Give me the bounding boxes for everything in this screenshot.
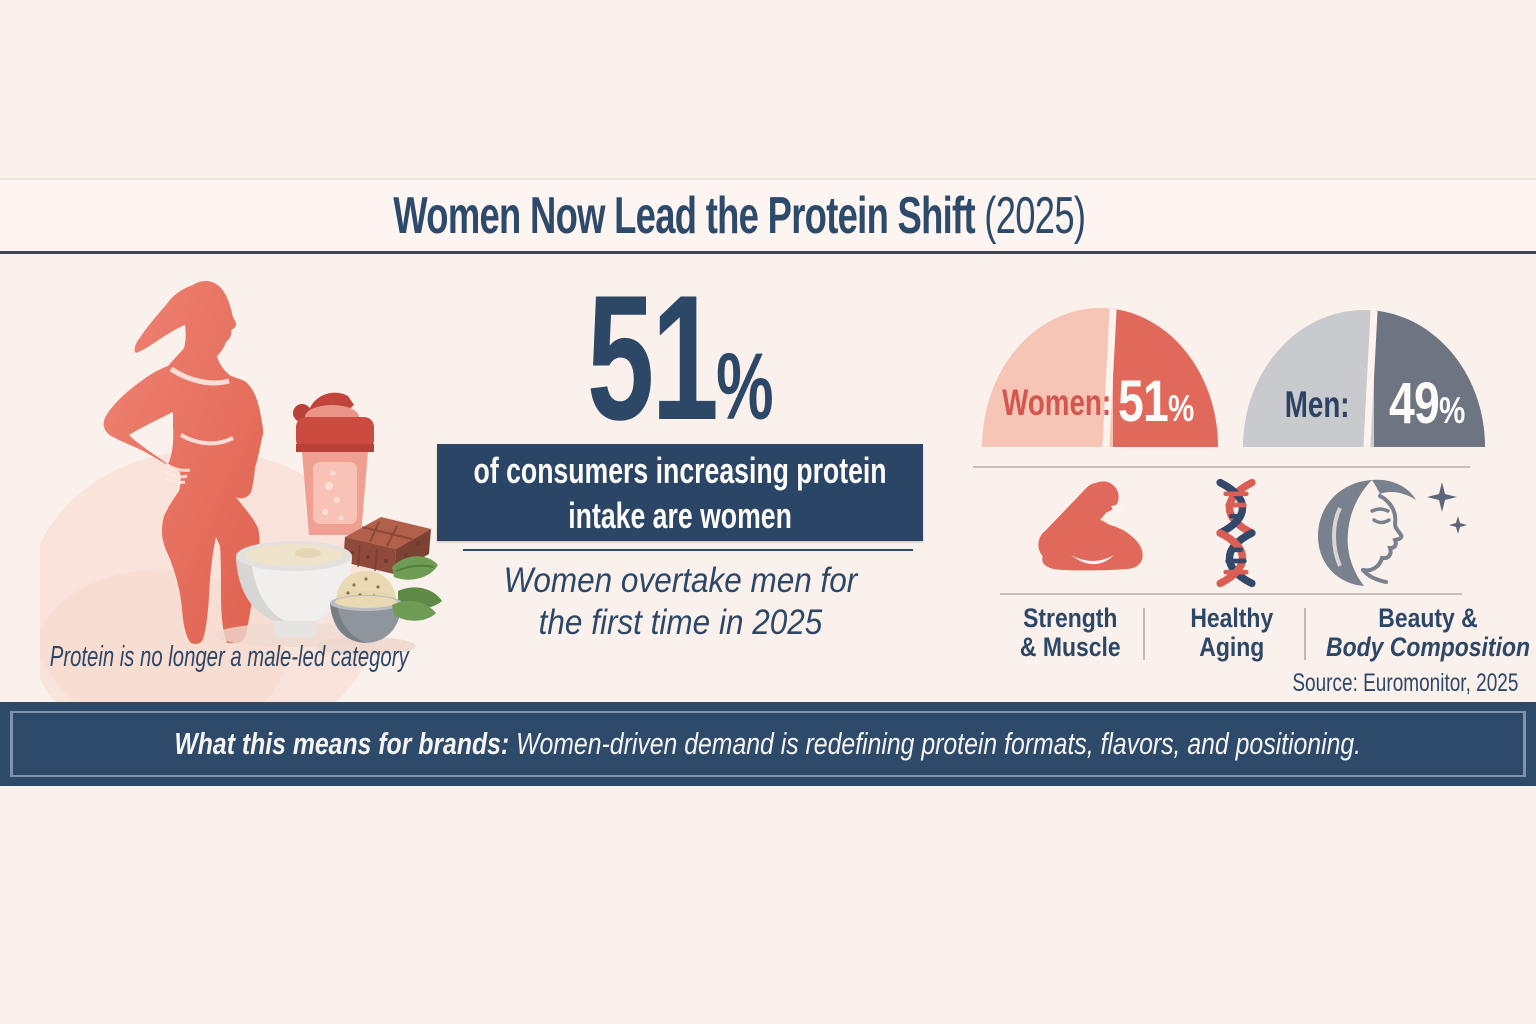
label-divider [1143, 608, 1145, 660]
title-text: Women Now Lead the Protein Shift [392, 186, 984, 245]
women-gauge-label: Women: [1002, 382, 1112, 423]
gauges-divider-line [973, 466, 1470, 468]
stat-description-box: of consumers increasing protein intake a… [437, 444, 923, 541]
footer-takeaway-bar: What this means for brands: Women-driven… [0, 702, 1536, 786]
stat-description-line2: intake are women [568, 494, 792, 536]
bicep-icon [1038, 481, 1143, 571]
footer-rest: Women-driven demand is redefining protei… [509, 726, 1362, 761]
leaf-illustration [392, 600, 436, 621]
men-gauge-label: Men: [1284, 384, 1350, 425]
driver-label-healthy-aging: Healthy Aging [1190, 603, 1274, 662]
protein-lifestyle-illustration [40, 280, 442, 705]
footer-takeaway-text: What this means for brands: Women-driven… [0, 702, 1536, 786]
drivers-divider-line [1000, 593, 1462, 595]
women-gauge-value: 51% [1118, 369, 1195, 434]
beauty-face-icon [1318, 479, 1467, 586]
stat-percent-sign: % [715, 334, 774, 440]
source-attribution: Source: Euromonitor, 2025 [1291, 669, 1518, 697]
dna-icon [1216, 478, 1256, 588]
hero-caption: Protein is no longer a male-led category [49, 641, 409, 673]
driver-label-strength: Strength & Muscle [1020, 603, 1121, 662]
woman-silhouette-illustration [103, 280, 264, 644]
driver-label-beauty: Beauty & Body Composition [1325, 603, 1530, 662]
protein-bar-illustration [343, 517, 431, 574]
stat-subtext-line2: the first time in 2025 [538, 603, 822, 642]
men-gauge-dark-segment [1374, 310, 1485, 447]
footer-lead: What this means for brands: [174, 726, 510, 761]
headline-stat: 51% [437, 269, 923, 447]
stat-subtext-line1: Women overtake men for [503, 561, 857, 600]
sparkle-icon [1427, 482, 1467, 534]
protein-powder-bowl-illustration [330, 571, 402, 643]
yogurt-bowl-illustration [236, 541, 352, 637]
men-gauge-value: 49% [1389, 371, 1466, 436]
footer-frame [10, 711, 1526, 777]
women-gauge-dark-segment [1113, 308, 1218, 447]
stat-description-line1: of consumers increasing protein [473, 449, 887, 491]
title-year: (2025) [983, 186, 1086, 245]
stat-divider [463, 549, 913, 551]
women-share-gauge: Women: 51% [982, 308, 1218, 447]
label-divider [1304, 608, 1306, 660]
stat-number: 51 [586, 258, 719, 457]
stat-subtext: Women overtake men for the first time in… [437, 560, 923, 644]
protein-shaker-illustration [293, 392, 374, 535]
men-share-gauge: Men: 49% [1243, 310, 1485, 447]
page-title: Women Now Lead the Protein Shift (2025) [245, 186, 1292, 246]
title-band: Women Now Lead the Protein Shift (2025) [0, 178, 1536, 254]
